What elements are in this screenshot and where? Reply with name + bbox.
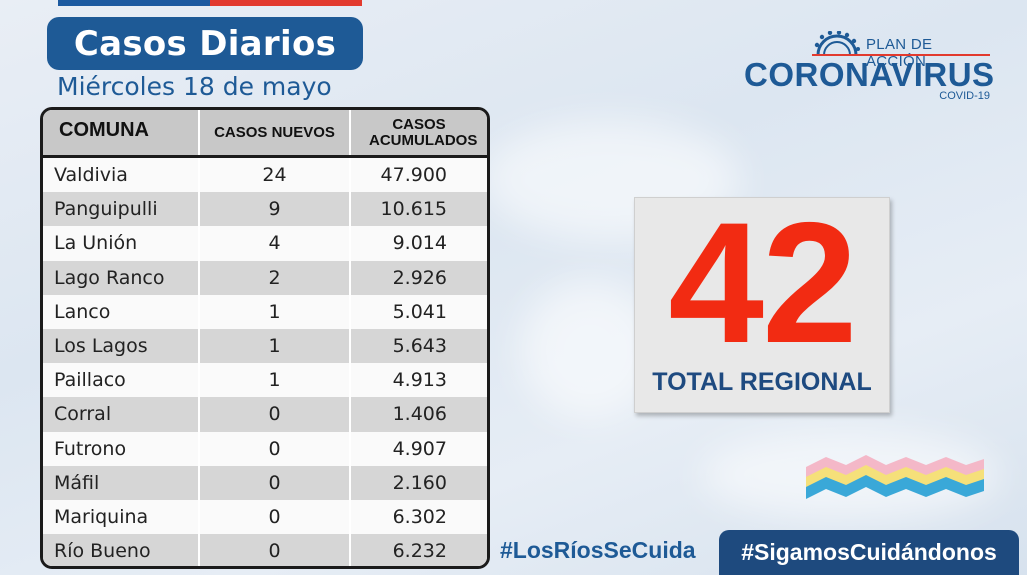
table-header: COMUNA CASOS NUEVOS CASOS ACUMULADOS [43,110,487,158]
cell-comuna: Mariquina [54,505,149,528]
cell-acumulados: 2.160 [349,465,487,500]
cell-comuna: Corral [54,403,112,426]
logo-main-text: CORONAVIRUS [744,56,995,93]
logo-covid-text: COVID-19 [939,90,990,102]
table-row: Panguipulli 9 10.615 [43,192,487,227]
cell-acumulados: 10.615 [349,192,487,227]
report-date: Miércoles 18 de mayo [57,72,332,101]
cell-nuevos: 0 [198,465,349,500]
total-label: TOTAL REGIONAL [652,368,872,396]
cell-nuevos: 0 [198,431,349,466]
cell-acumulados: 6.232 [349,534,487,566]
cell-nuevos: 2 [198,260,349,295]
cases-table: COMUNA CASOS NUEVOS CASOS ACUMULADOS Val… [40,107,490,569]
cell-acumulados: 4.913 [349,363,487,398]
cell-acumulados: 5.041 [349,294,487,329]
table-row: Río Bueno 0 6.232 [43,534,487,566]
table-row: Valdivia 24 47.900 [43,158,487,193]
table-row: Mariquina 0 6.302 [43,499,487,535]
cell-nuevos: 4 [198,226,349,261]
page-title: Casos Diarios [47,17,363,70]
cell-nuevos: 9 [198,192,349,227]
top-accent-stripe [58,0,362,6]
cell-comuna: Lanco [54,300,111,323]
table-row: Los Lagos 1 5.643 [43,328,487,364]
total-value: 42 [668,187,857,379]
hashtag-los-rios: #LosRíosSeCuida [500,537,696,563]
cell-comuna: Los Lagos [54,335,148,358]
header-casos-acumulados: CASOS ACUMULADOS [349,110,487,155]
cell-comuna: Futrono [54,437,127,460]
table-row: Paillaco 1 4.913 [43,363,487,398]
cell-acumulados: 4.907 [349,431,487,466]
logo-plan-text: PLAN DE ACCIÓN [866,36,933,70]
cell-nuevos: 1 [198,363,349,398]
cell-acumulados: 6.302 [349,499,487,535]
total-regional-card: 42 TOTAL REGIONAL [634,197,890,413]
table-row: Lanco 1 5.041 [43,294,487,329]
plan-de-accion-logo: PLAN DE ACCIÓN CORONAVIRUS COVID-19 [744,28,994,108]
cell-acumulados: 47.900 [349,158,487,193]
cell-acumulados: 5.643 [349,328,487,364]
cell-comuna: Río Bueno [54,540,151,563]
cell-comuna: Valdivia [54,164,128,187]
table-row: Futrono 0 4.907 [43,431,487,466]
cell-acumulados: 9.014 [349,226,487,261]
header-comuna: COMUNA [59,119,149,141]
logo-divider [812,54,990,56]
table-row: Lago Ranco 2 2.926 [43,260,487,295]
region-waves-graphic [806,455,984,499]
cell-nuevos: 0 [198,534,349,566]
cell-comuna: Lago Ranco [54,266,165,289]
virus-icon [814,31,860,55]
cell-acumulados: 2.926 [349,260,487,295]
cell-comuna: La Unión [54,232,138,255]
cell-nuevos: 0 [198,397,349,432]
cell-nuevos: 24 [198,158,349,193]
cell-comuna: Panguipulli [54,198,158,221]
table-row: Corral 0 1.406 [43,397,487,432]
cell-comuna: Máfil [54,471,100,494]
cell-nuevos: 1 [198,294,349,329]
header-casos-nuevos: CASOS NUEVOS [198,110,349,155]
cell-nuevos: 0 [198,499,349,535]
cell-comuna: Paillaco [54,369,126,392]
cell-acumulados: 1.406 [349,397,487,432]
hashtag-sigamos: #SigamosCuidándonos [719,530,1019,575]
table-row: La Unión 4 9.014 [43,226,487,261]
table-row: Máfil 0 2.160 [43,465,487,500]
table-body: Valdivia 24 47.900 Panguipulli 9 10.615 La Uni… [43,158,487,566]
cell-nuevos: 1 [198,328,349,364]
